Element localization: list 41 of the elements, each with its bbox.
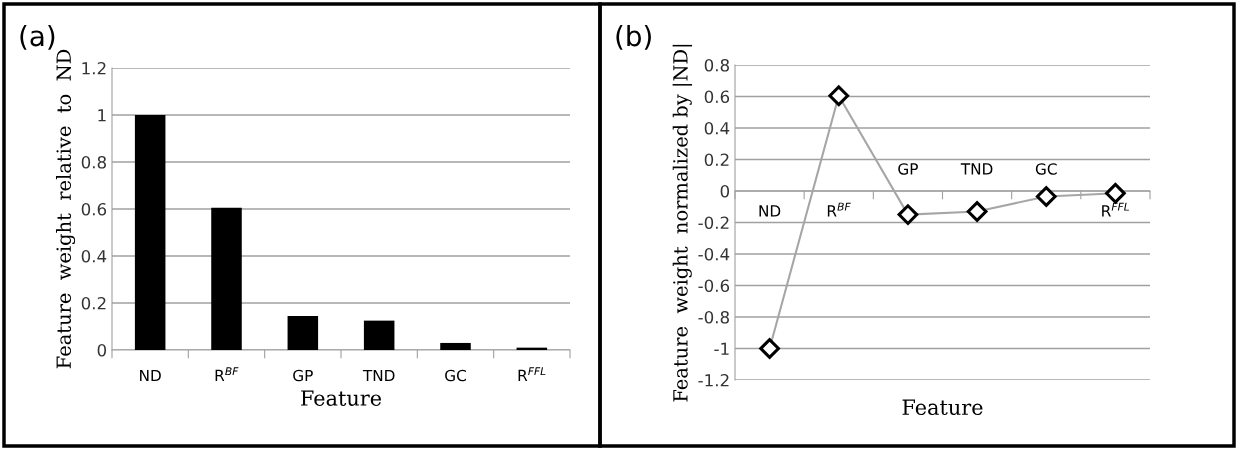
bar — [134, 115, 166, 350]
bar — [287, 315, 319, 350]
bar — [211, 207, 242, 350]
y-tick-label: -0.6 — [698, 279, 730, 293]
x-tick-label: GC — [445, 369, 466, 382]
y-tick-label: 0 — [720, 184, 730, 198]
x-tick-label: ND — [140, 369, 161, 382]
chart-title: (b) — [616, 24, 651, 50]
x-tick-label: GC — [1035, 163, 1057, 175]
x-tick-label: R$^{FFL}$ — [518, 367, 546, 381]
y-tick-label: 0.6 — [81, 202, 107, 216]
y-tick-label: 1 — [98, 109, 106, 122]
y-tick-label: -0.4 — [698, 247, 730, 261]
y-tick-label: 0.8 — [704, 58, 729, 72]
y-tick-label: 0.2 — [81, 296, 106, 310]
y-tick-label: -0.2 — [698, 216, 729, 230]
chart-title: (a) — [20, 24, 55, 50]
x-tick-label: GP — [293, 369, 313, 382]
y-tick-label: 0.6 — [704, 90, 730, 104]
y-tick-label: -0.8 — [698, 310, 729, 324]
y-tick-label: 0.4 — [81, 249, 107, 263]
y-tick-label: 0.8 — [81, 155, 106, 169]
y-axis-title: Feature weight relative to ND — [55, 49, 76, 369]
x-axis-title: Feature — [902, 399, 983, 416]
x-tick-label: R$^{BF}$ — [215, 367, 239, 381]
y-axis-title: Feature weight normalized by |ND| — [672, 44, 693, 402]
bar — [363, 320, 395, 350]
y-tick-label: 1.2 — [82, 61, 106, 75]
y-tick-label: 0.4 — [704, 121, 730, 135]
x-axis-title: Feature — [301, 390, 382, 406]
x-tick-label: R$^{FFL}$ — [1102, 202, 1130, 217]
bar — [440, 342, 471, 350]
x-tick-label: TND — [960, 163, 993, 175]
y-tick-label: -1.2 — [698, 373, 729, 387]
y-tick-label: 0 — [97, 343, 107, 357]
y-tick-label: 0.2 — [704, 153, 729, 167]
x-tick-label: ND — [759, 205, 781, 217]
y-tick-label: -1 — [714, 342, 729, 355]
x-tick-label: R$^{BF}$ — [827, 202, 851, 217]
x-tick-label: GP — [898, 163, 918, 175]
x-tick-label: TND — [362, 369, 395, 382]
